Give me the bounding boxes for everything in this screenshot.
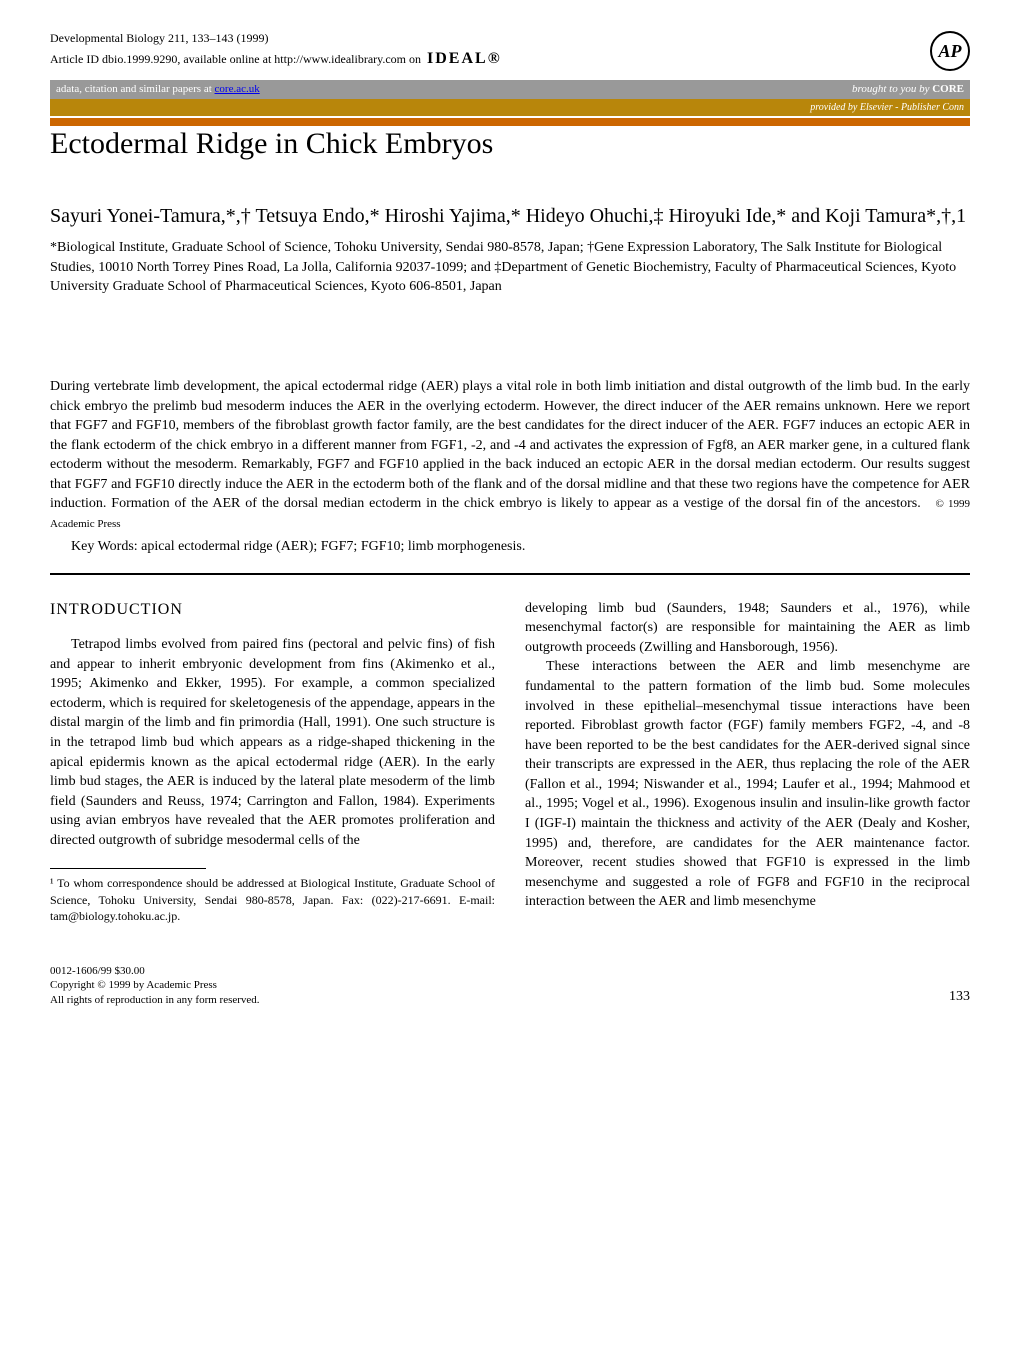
- abstract: During vertebrate limb development, the …: [50, 377, 970, 534]
- article-title: Ectodermal Ridge in Chick Embryos: [50, 126, 970, 162]
- abstract-text: During vertebrate limb development, the …: [50, 379, 970, 512]
- core-banner-right-prefix: brought to you by: [852, 83, 932, 95]
- two-column-body: INTRODUCTION Tetrapod limbs evolved from…: [50, 599, 970, 924]
- affiliations: *Biological Institute, Graduate School o…: [50, 238, 970, 297]
- journal-citation: Developmental Biology 211, 133–143 (1999…: [50, 30, 502, 46]
- title-accent-bar: [50, 118, 970, 126]
- keywords: Key Words: apical ectodermal ridge (AER)…: [50, 538, 970, 557]
- ideal-logo: IDEAL®: [427, 50, 502, 67]
- footer-rights: All rights of reproduction in any form r…: [50, 993, 260, 1007]
- article-id-line: Article ID dbio.1999.9290, available onl…: [50, 52, 421, 66]
- provided-by-text: provided by Elsevier - Publisher Conn: [810, 102, 964, 113]
- section-heading-introduction: INTRODUCTION: [50, 599, 495, 621]
- publisher-logo: AP: [930, 31, 970, 71]
- core-banner: adata, citation and similar papers at co…: [50, 80, 970, 99]
- intro-paragraph-2: These interactions between the AER and l…: [525, 657, 970, 912]
- intro-paragraph-1: Tetrapod limbs evolved from paired fins …: [50, 635, 495, 851]
- footnote-rule: [50, 868, 206, 869]
- provided-by-banner: provided by Elsevier - Publisher Conn: [50, 99, 970, 117]
- intro-paragraph-1-cont: developing limb bud (Saunders, 1948; Sau…: [525, 599, 970, 658]
- core-banner-left: adata, citation and similar papers at: [56, 83, 215, 95]
- left-column: INTRODUCTION Tetrapod limbs evolved from…: [50, 599, 495, 924]
- section-divider: [50, 573, 970, 575]
- issn-price: 0012-1606/99 $30.00: [50, 964, 260, 978]
- core-banner-right-icon: CORE: [932, 83, 964, 95]
- page-footer: 0012-1606/99 $30.00 Copyright © 1999 by …: [50, 964, 970, 1007]
- authors: Sayuri Yonei-Tamura,*,† Tetsuya Endo,* H…: [50, 202, 970, 230]
- core-link[interactable]: core.ac.uk: [215, 83, 260, 95]
- correspondence-footnote: ¹ To whom correspondence should be addre…: [50, 875, 495, 924]
- footer-copyright: Copyright © 1999 by Academic Press: [50, 978, 260, 992]
- right-column: developing limb bud (Saunders, 1948; Sau…: [525, 599, 970, 924]
- page-number: 133: [949, 988, 970, 1007]
